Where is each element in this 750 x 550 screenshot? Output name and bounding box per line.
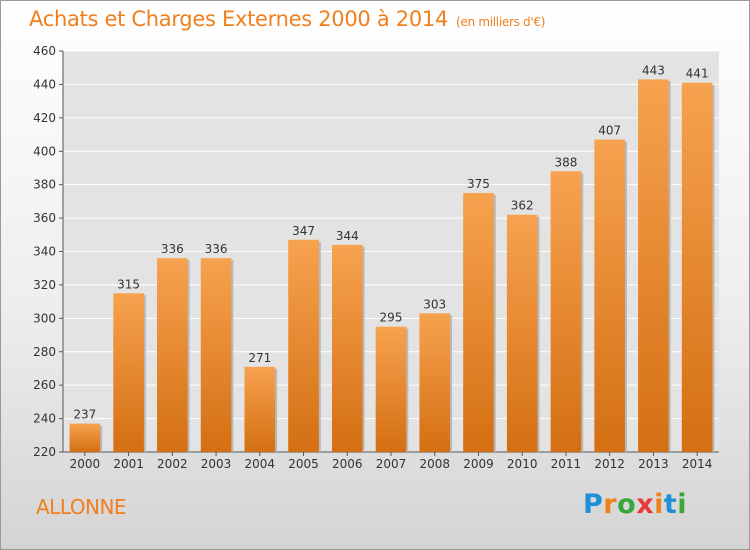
logo-letter: r [603,489,618,520]
bar [638,79,669,452]
bar [594,139,625,452]
bar-value-label: 295 [380,311,403,325]
y-tick-label: 260 [33,378,56,392]
bar [419,313,451,452]
y-tick-label: 460 [33,44,56,58]
logo-letter: i [654,489,664,520]
y-tick-label: 280 [33,345,56,359]
logo-letter: t [663,489,678,520]
y-tick-label: 220 [33,445,56,459]
x-tick-label: 2009 [463,457,494,471]
bar-value-label: 347 [292,224,315,238]
bar-value-label: 388 [554,155,577,169]
bar [375,326,407,452]
chart-title: Achats et Charges Externes 2000 à 2014 (e… [29,7,545,31]
bar [244,366,276,452]
bar [550,171,582,453]
chart-unit-label: (en milliers d'€) [456,15,546,29]
bar [681,82,713,452]
y-tick-label: 320 [33,278,56,292]
bar [506,214,538,452]
y-tick-label: 420 [33,111,56,125]
bar-value-label: 441 [686,67,709,81]
x-tick-label: 2004 [245,457,276,471]
bar-value-label: 336 [161,242,184,256]
logo-letter: x [636,489,655,520]
y-tick-label: 240 [33,412,56,426]
x-tick-label: 2013 [638,457,669,471]
x-tick-label: 2008 [419,457,450,471]
y-tick-label: 380 [33,178,56,192]
y-tick-label: 440 [33,77,56,91]
bar-value-label: 407 [598,124,621,138]
bar [69,423,101,452]
logo-letter: P [583,489,604,520]
bar [288,239,319,452]
bar-value-label: 237 [73,408,96,422]
x-tick-label: 2014 [682,457,713,471]
bar [331,244,363,452]
commune-name: ALLONNE [36,495,127,519]
proxiti-logo: Proxiti [583,489,687,520]
x-tick-label: 2010 [507,457,538,471]
x-tick-label: 2006 [332,457,363,471]
bar-value-label: 336 [205,242,228,256]
x-tick-label: 2002 [157,457,188,471]
chart-title-text: Achats et Charges Externes 2000 à 2014 [29,7,449,31]
bar [200,258,232,452]
x-tick-label: 2005 [288,457,319,471]
x-tick-label: 2000 [70,457,101,471]
bar-value-label: 443 [642,63,665,77]
x-tick-label: 2007 [376,457,407,471]
y-tick-label: 300 [33,311,56,325]
y-tick-label: 340 [33,245,56,259]
bar-value-label: 315 [117,277,140,291]
x-tick-label: 2012 [594,457,625,471]
bar-value-label: 362 [511,199,534,213]
bar-value-label: 303 [423,297,446,311]
bar [113,293,144,452]
x-tick-label: 2001 [113,457,144,471]
bar [463,193,494,453]
logo-letter: o [617,489,637,520]
x-tick-label: 2003 [201,457,232,471]
logo-letter: i [677,489,688,520]
y-tick-label: 400 [33,144,56,158]
bar-value-label: 271 [248,351,271,365]
bar-value-label: 375 [467,177,490,191]
bar [157,258,188,452]
x-tick-label: 2011 [551,457,582,471]
y-tick-label: 360 [33,211,56,225]
bar-value-label: 344 [336,229,359,243]
